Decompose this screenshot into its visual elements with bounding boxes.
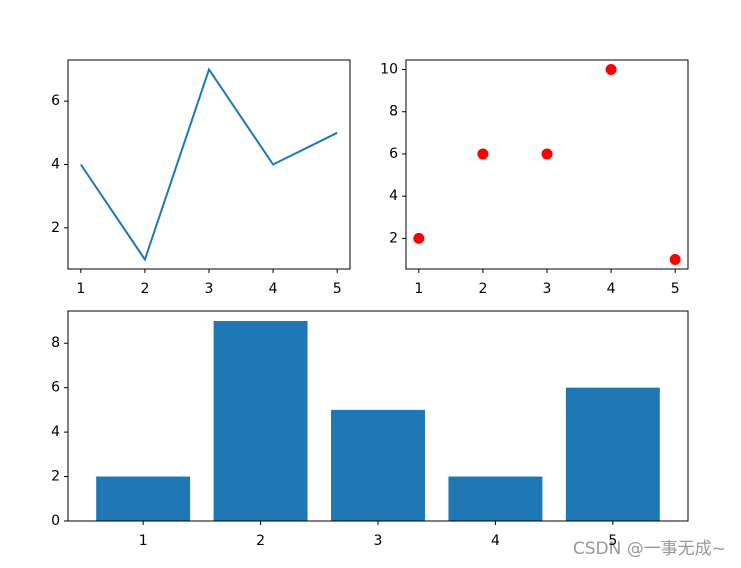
x-tick-label: 3 bbox=[543, 281, 552, 297]
bar bbox=[448, 476, 543, 521]
y-tick-label: 8 bbox=[51, 335, 60, 351]
y-tick-label: 2 bbox=[51, 469, 60, 485]
point bbox=[669, 254, 681, 265]
x-tick-label: 5 bbox=[671, 281, 680, 297]
point bbox=[477, 148, 489, 160]
x-tick-label: 4 bbox=[491, 533, 500, 549]
watermark: CSDN @一事无成~ bbox=[573, 539, 726, 559]
axes-frame bbox=[67, 59, 351, 270]
x-tick-label: 5 bbox=[333, 281, 342, 297]
x-tick-label: 2 bbox=[140, 281, 149, 297]
y-tick-label: 2 bbox=[51, 220, 60, 236]
y-tick-label: 4 bbox=[51, 157, 60, 173]
point bbox=[541, 148, 553, 160]
y-tick-label: 6 bbox=[51, 380, 60, 396]
y-tick-label: 6 bbox=[389, 146, 398, 162]
axes-frame bbox=[405, 59, 689, 270]
y-tick-label: 4 bbox=[389, 188, 398, 204]
x-tick-label: 2 bbox=[256, 533, 265, 549]
point bbox=[605, 64, 617, 75]
x-tick-label: 1 bbox=[76, 281, 85, 297]
x-tick-label: 4 bbox=[269, 281, 278, 297]
y-tick-label: 8 bbox=[389, 104, 398, 120]
y-tick-label: 10 bbox=[380, 62, 398, 78]
x-tick-label: 3 bbox=[205, 281, 214, 297]
bar bbox=[213, 321, 308, 521]
bar bbox=[565, 387, 660, 521]
line bbox=[79, 67, 338, 262]
x-tick-label: 1 bbox=[139, 533, 148, 549]
x-tick-label: 1 bbox=[414, 281, 423, 297]
x-tick-label: 3 bbox=[374, 533, 383, 549]
y-tick-label: 6 bbox=[51, 93, 60, 109]
point bbox=[413, 232, 425, 244]
y-tick-label: 0 bbox=[51, 513, 60, 529]
bar bbox=[96, 476, 191, 521]
y-tick-label: 2 bbox=[389, 230, 398, 246]
axes-frame bbox=[67, 310, 689, 522]
x-tick-label: 2 bbox=[478, 281, 487, 297]
x-tick-label: 4 bbox=[607, 281, 616, 297]
x-tick-label: 5 bbox=[608, 533, 617, 549]
y-tick-label: 4 bbox=[51, 424, 60, 440]
bar bbox=[331, 409, 425, 521]
